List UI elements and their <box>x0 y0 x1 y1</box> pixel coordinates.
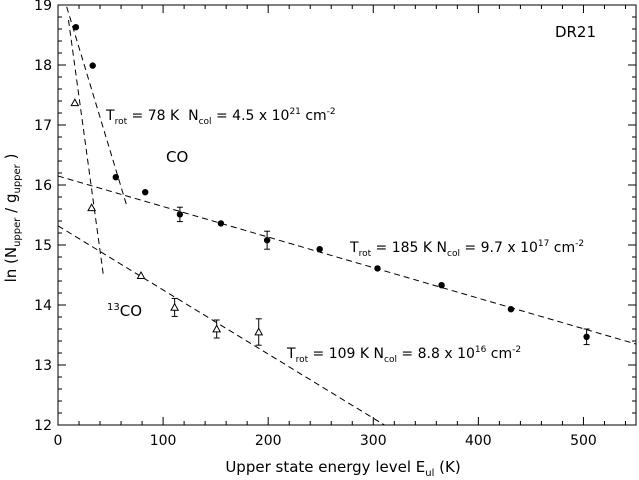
point-co <box>374 265 381 272</box>
point-co <box>89 62 96 69</box>
y-axis-label-b-sub: upper <box>12 163 23 193</box>
fit2-n-sub: col <box>447 249 460 259</box>
point-co <box>438 282 445 289</box>
fit2-t: T <box>349 240 359 256</box>
y-tick-label: 14 <box>34 298 52 314</box>
plot-frame <box>57 4 637 426</box>
point-13co <box>170 302 180 311</box>
error-bars <box>171 206 590 346</box>
point-co <box>217 220 225 227</box>
13co-label-main: CO <box>120 302 142 320</box>
point-13co <box>254 327 264 336</box>
x-axis-label-main: Upper state energy level E <box>225 458 425 476</box>
point-13co <box>136 270 146 279</box>
fit3-t-val: = 109 K N <box>308 346 384 362</box>
fit3-exp: 16 <box>475 345 487 355</box>
x-tick-labels: 0 100 200 300 400 500 <box>54 433 597 449</box>
fit3-n-val: = 8.8 x 10 <box>397 346 475 362</box>
fit-annotation-co-warm: Trot = 185 K Ncol = 9.7 x 1017 cm-2 <box>349 239 584 259</box>
fit2-t-sub: rot <box>359 249 372 259</box>
point-co <box>507 306 515 313</box>
fit3-unit: cm <box>486 346 512 362</box>
fit1-n-sub: col <box>199 117 212 127</box>
fit1-unit: cm <box>301 108 327 124</box>
x-axis-label-tail: (K) <box>434 458 460 476</box>
point-13co <box>87 203 97 212</box>
fit1-unit-exp: -2 <box>327 107 336 117</box>
y-tick-label: 17 <box>34 118 52 134</box>
fit3-unit-exp: -2 <box>512 345 521 355</box>
co-label: CO <box>166 148 188 166</box>
y-tick-label: 15 <box>34 238 52 254</box>
point-co <box>72 24 80 31</box>
fit3-t: T <box>286 346 296 362</box>
fit2-exp: 17 <box>538 239 549 249</box>
fit2-unit-exp: -2 <box>575 239 584 249</box>
y-tick-label: 19 <box>34 0 52 14</box>
point-13co <box>70 98 80 107</box>
fit-line-co-cold <box>65 5 128 208</box>
point-co <box>263 237 271 244</box>
fit-annotation-13co-warm: Trot = 109 K Ncol = 8.8 x 1016 cm-2 <box>286 345 521 365</box>
fit-lines <box>58 5 637 425</box>
y-tick-label: 12 <box>34 418 52 434</box>
x-tick-label: 300 <box>360 433 387 449</box>
x-tick-label: 200 <box>255 433 282 449</box>
y-axis-label-a-sub: upper <box>12 217 23 247</box>
point-co <box>176 211 184 218</box>
x-tick-label: 0 <box>54 433 63 449</box>
point-co <box>583 333 590 340</box>
fit-line-13co-cold <box>68 19 104 274</box>
y-axis-label-a: ln (N <box>2 247 20 283</box>
fit1-exp: 21 <box>289 107 300 117</box>
y-axis-label-c: ) <box>2 154 20 165</box>
y-tick-label: 18 <box>34 58 52 74</box>
fit-annotation-co-cold: Trot = 78 K Ncol = 4.5 x 1021 cm-2 <box>105 107 336 127</box>
y-axis-label-b: / g <box>2 193 20 217</box>
fit3-n-sub: col <box>384 355 397 365</box>
fit1-n-val: = 4.5 x 10 <box>212 108 290 124</box>
panel-label: DR21 <box>555 23 596 41</box>
13co-label-sup: 13 <box>107 302 120 313</box>
fit-line-co-warm <box>58 175 637 345</box>
fit2-t-val: = 185 K N <box>371 240 447 256</box>
point-co <box>112 174 120 181</box>
point-co <box>316 246 323 253</box>
y-tick-labels: 12 13 14 15 16 17 18 19 <box>34 0 52 434</box>
y-axis-label: ln (Nupper / gupper ) <box>2 154 23 283</box>
point-13co <box>212 324 222 333</box>
point-co <box>142 189 149 196</box>
13co-label: 13CO <box>107 302 142 320</box>
data-points <box>70 24 590 340</box>
fit1-t-sub: rot <box>115 117 128 127</box>
fit1-t-val: = 78 K N <box>127 108 198 124</box>
fit-line-13co-warm <box>58 225 386 425</box>
x-tick-label: 100 <box>150 433 177 449</box>
y-tick-label: 13 <box>34 358 52 374</box>
x-tick-label: 500 <box>570 433 597 449</box>
fit2-n-val: = 9.7 x 10 <box>460 240 538 256</box>
fit2-unit: cm <box>549 240 575 256</box>
y-tick-label: 16 <box>34 178 52 194</box>
x-axis-label: Upper state energy level Eul (K) <box>225 458 460 479</box>
fit1-t: T <box>105 108 115 124</box>
x-tick-label: 400 <box>465 433 492 449</box>
axis-ticks <box>57 4 636 426</box>
fit3-t-sub: rot <box>296 355 309 365</box>
x-axis-label-sub: ul <box>425 468 434 479</box>
